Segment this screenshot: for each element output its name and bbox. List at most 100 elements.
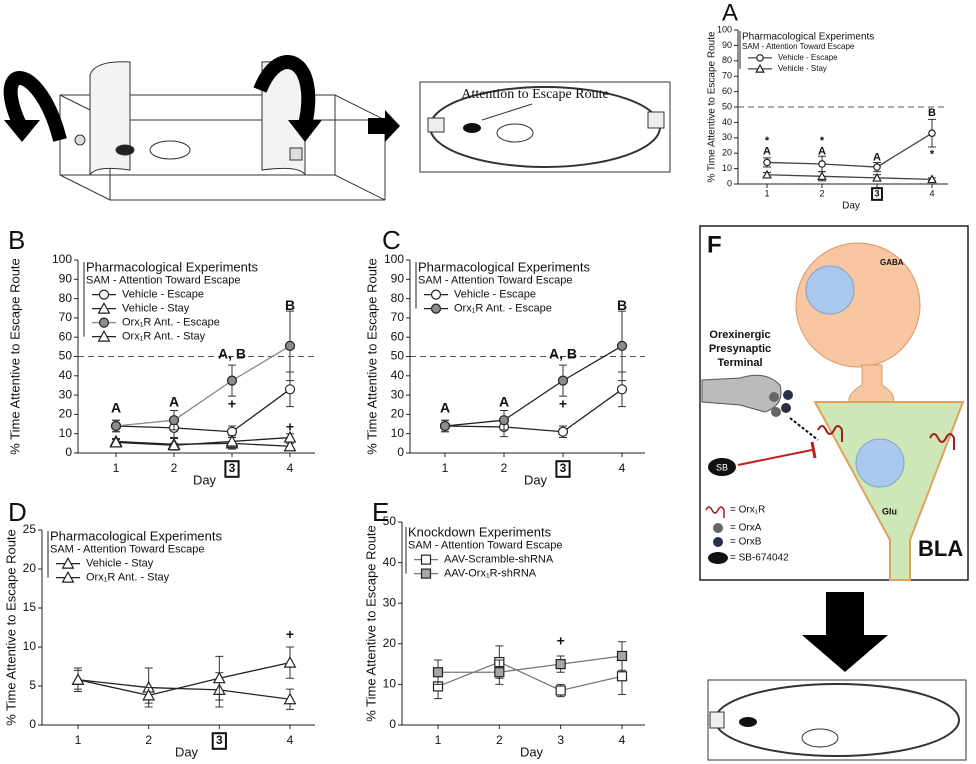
legend-title: Pharmacological Experiments [50, 528, 222, 543]
inhibition-bar [810, 441, 817, 459]
legend-marker [97, 329, 111, 342]
down-arrow [802, 592, 888, 672]
y-tick-label: 90 [722, 40, 732, 50]
escape-port [647, 111, 665, 129]
escape-port [427, 117, 445, 133]
tick-box [555, 460, 571, 478]
y-tick-label: 10 [23, 639, 37, 653]
marker [168, 415, 180, 426]
y-tick-label: 40 [722, 117, 732, 127]
y-tick-label: 0 [397, 445, 404, 459]
marker [763, 158, 771, 167]
inhibition [737, 449, 813, 466]
marker [439, 420, 451, 432]
orexin-a [769, 392, 779, 402]
legend-subtitle: SAM - Attention Toward Escape [742, 42, 855, 51]
x-tick-label: 4 [929, 188, 934, 198]
legend-label: Vehicle - Escape [454, 289, 536, 301]
x-tick-label: 2 [501, 461, 508, 475]
y-tick-label: 60 [59, 329, 73, 343]
annotation: A [873, 152, 881, 164]
marker [762, 169, 772, 179]
annotation: B [285, 297, 295, 313]
marker [212, 671, 226, 684]
y-tick-label: 30 [59, 387, 73, 401]
y-tick-label: 10 [391, 426, 405, 440]
callout-arrow [481, 103, 533, 121]
legend-label: AAV-Scramble-shRNA [444, 554, 554, 566]
y-tick-label: 80 [391, 291, 405, 305]
mouse [739, 717, 757, 727]
step-arrow [368, 110, 400, 142]
legend-sb [708, 552, 728, 564]
presynaptic-terminal [701, 374, 782, 413]
marker [109, 435, 123, 448]
marker [616, 671, 628, 682]
legend-label: Orx₁R Ant. - Stay [86, 572, 170, 584]
marker [284, 384, 296, 395]
legend-label: AAV-Orx₁R-shRNA [444, 568, 537, 580]
y-tick-label: 40 [59, 368, 73, 382]
marker [818, 160, 826, 168]
annotation: A [763, 146, 771, 158]
legend-marker [61, 556, 75, 569]
marker [616, 650, 628, 662]
mouse [463, 123, 481, 133]
series-line [437, 661, 623, 692]
marker [555, 658, 566, 670]
x-axis-title: Day [175, 744, 199, 759]
arrow-head [4, 120, 40, 142]
orexin-a [771, 407, 781, 417]
x-tick-label: 4 [287, 461, 294, 475]
legend-subtitle: SAM - Attention Toward Escape [408, 540, 563, 552]
y-tick-label: 20 [383, 636, 397, 650]
y-tick-label: 70 [391, 310, 405, 324]
annotation: + [286, 626, 294, 642]
marker [284, 340, 296, 351]
legend-title: Pharmacological Experiments [742, 32, 874, 43]
x-tick-label: 1 [442, 461, 449, 475]
x-tick-label: 1 [75, 733, 82, 747]
x-tick-label: 2 [145, 733, 152, 747]
escape-port [709, 711, 725, 729]
legend-label: Orx₁R Ant. - Stay [122, 331, 206, 343]
annotation: A [111, 399, 121, 415]
orx1r-receptor [817, 425, 843, 442]
marker [872, 172, 882, 182]
y-tick-label: 20 [722, 148, 732, 158]
series-line [77, 679, 291, 700]
y-tick-label: 30 [722, 132, 732, 142]
y-tick-label: 20 [23, 561, 37, 575]
annotation: A, B [549, 345, 577, 361]
y-tick-label: 40 [383, 555, 397, 569]
marker [494, 667, 505, 678]
terminal-label: Terminal [717, 357, 762, 369]
x-tick-label: 1 [435, 733, 442, 747]
terminal-label: Orexinergic [709, 329, 770, 341]
legend-marker [97, 301, 111, 314]
annotation: + [228, 395, 236, 411]
x-tick-label: 2 [171, 461, 178, 475]
x-axis-title: Day [524, 472, 548, 487]
marker [555, 685, 566, 696]
antagonist-label: SB [716, 462, 728, 472]
y-tick-label: 0 [29, 717, 36, 731]
marker [167, 438, 181, 451]
legend-marker [756, 54, 764, 62]
y-axis-title: % Time Attentive to Escape Route [7, 258, 22, 455]
orexin-b [783, 390, 793, 400]
y-tick-label: 70 [59, 310, 73, 324]
marker [283, 692, 297, 705]
legend-label: Vehicle - Escape [778, 53, 838, 62]
x-tick-label: 4 [287, 733, 294, 747]
x-tick-label: 4 [619, 461, 626, 475]
annotation: A [818, 146, 826, 158]
legend-label: Vehicle - Escape [122, 289, 204, 301]
glu-neuron [813, 401, 965, 581]
arena-box [707, 679, 967, 761]
x-axis-title: Day [193, 472, 217, 487]
legend-marker [755, 63, 765, 73]
series-line [766, 174, 933, 181]
series-line [438, 655, 623, 673]
tick-box [224, 460, 240, 478]
